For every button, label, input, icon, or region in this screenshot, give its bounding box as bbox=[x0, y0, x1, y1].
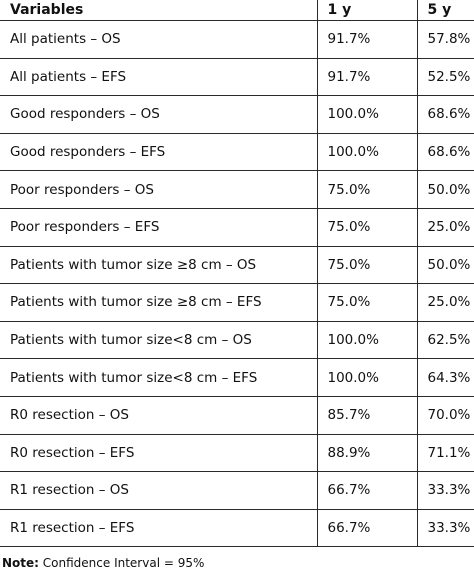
header-variables: Variables bbox=[0, 0, 317, 21]
table-row: Patients with tumor size<8 cm – EFS 100.0… bbox=[0, 358, 474, 397]
cell-5y: 70.0% bbox=[416, 396, 474, 435]
cell-1y: 100.0% bbox=[316, 95, 417, 134]
cell-variable: All patients – OS bbox=[0, 20, 317, 59]
table-row: R1 resection – EFS 66.7% 33.3% bbox=[0, 509, 474, 548]
cell-1y: 100.0% bbox=[316, 321, 417, 360]
table-row: R0 resection – EFS 88.9% 71.1% bbox=[0, 434, 474, 473]
cell-5y: 25.0% bbox=[416, 208, 474, 247]
cell-5y: 57.8% bbox=[416, 20, 474, 59]
cell-1y: 75.0% bbox=[316, 208, 417, 247]
cell-variable: Good responders – EFS bbox=[0, 133, 317, 172]
cell-1y: 75.0% bbox=[316, 170, 417, 209]
cell-1y: 66.7% bbox=[316, 509, 417, 548]
cell-variable: R1 resection – OS bbox=[0, 471, 317, 510]
cell-variable: Patients with tumor size<8 cm – EFS bbox=[0, 358, 317, 397]
cell-1y: 91.7% bbox=[316, 58, 417, 97]
cell-1y: 100.0% bbox=[316, 133, 417, 172]
cell-5y: 52.5% bbox=[416, 58, 474, 97]
cell-variable: Patients with tumor size ≥8 cm – EFS bbox=[0, 283, 317, 322]
cell-5y: 33.3% bbox=[416, 509, 474, 548]
cell-1y: 75.0% bbox=[316, 246, 417, 285]
cell-5y: 50.0% bbox=[416, 246, 474, 285]
cell-variable: R1 resection – EFS bbox=[0, 509, 317, 548]
table-header: Variables 1 y 5 y bbox=[0, 0, 474, 21]
table-row: Good responders – EFS 100.0% 68.6% bbox=[0, 133, 474, 172]
cell-variable: R0 resection – EFS bbox=[0, 434, 317, 473]
cell-variable: Good responders – OS bbox=[0, 95, 317, 134]
table-row: Poor responders – OS 75.0% 50.0% bbox=[0, 170, 474, 209]
cell-variable: Poor responders – EFS bbox=[0, 208, 317, 247]
cell-5y: 71.1% bbox=[416, 434, 474, 473]
cell-1y: 88.9% bbox=[316, 434, 417, 473]
note-label: Note: bbox=[2, 556, 39, 570]
cell-variable: All patients – EFS bbox=[0, 58, 317, 97]
cell-5y: 68.6% bbox=[416, 133, 474, 172]
cell-variable: R0 resection – OS bbox=[0, 396, 317, 435]
table-row: R1 resection – OS 66.7% 33.3% bbox=[0, 471, 474, 510]
table-row: Poor responders – EFS 75.0% 25.0% bbox=[0, 208, 474, 247]
cell-5y: 25.0% bbox=[416, 283, 474, 322]
cell-variable: Poor responders – OS bbox=[0, 170, 317, 209]
cell-5y: 62.5% bbox=[416, 321, 474, 360]
table-row: All patients – OS 91.7% 57.8% bbox=[0, 20, 474, 59]
cell-1y: 91.7% bbox=[316, 20, 417, 59]
header-row: Variables 1 y 5 y bbox=[0, 0, 474, 21]
table-row: Patients with tumor size<8 cm – OS 100.0%… bbox=[0, 321, 474, 360]
cell-5y: 68.6% bbox=[416, 95, 474, 134]
note-text: Confidence Interval = 95% bbox=[38, 556, 205, 570]
table-note: Note: Confidence Interval = 95% bbox=[2, 556, 204, 570]
table-row: Good responders – OS 100.0% 68.6% bbox=[0, 95, 474, 134]
header-5y: 5 y bbox=[416, 0, 474, 21]
cell-variable: Patients with tumor size<8 cm – OS bbox=[0, 321, 317, 360]
cell-variable: Patients with tumor size ≥8 cm – OS bbox=[0, 246, 317, 285]
cell-1y: 75.0% bbox=[316, 283, 417, 322]
table-row: R0 resection – OS 85.7% 70.0% bbox=[0, 396, 474, 435]
table-body: All patients – OS 91.7% 57.8% All patients … bbox=[0, 20, 474, 548]
survival-table-container: Variables 1 y 5 y All patients – OS 91.7%… bbox=[0, 0, 474, 548]
cell-5y: 33.3% bbox=[416, 471, 474, 510]
cell-5y: 50.0% bbox=[416, 170, 474, 209]
cell-5y: 64.3% bbox=[416, 358, 474, 397]
header-1y: 1 y bbox=[316, 0, 417, 21]
table-row: All patients – EFS 91.7% 52.5% bbox=[0, 58, 474, 97]
table-row: Patients with tumor size ≥8 cm – OS 75.0%… bbox=[0, 246, 474, 285]
cell-1y: 66.7% bbox=[316, 471, 417, 510]
table-row: Patients with tumor size ≥8 cm – EFS 75.0… bbox=[0, 283, 474, 322]
cell-1y: 85.7% bbox=[316, 396, 417, 435]
survival-table: Variables 1 y 5 y All patients – OS 91.7%… bbox=[0, 0, 474, 548]
cell-1y: 100.0% bbox=[316, 358, 417, 397]
